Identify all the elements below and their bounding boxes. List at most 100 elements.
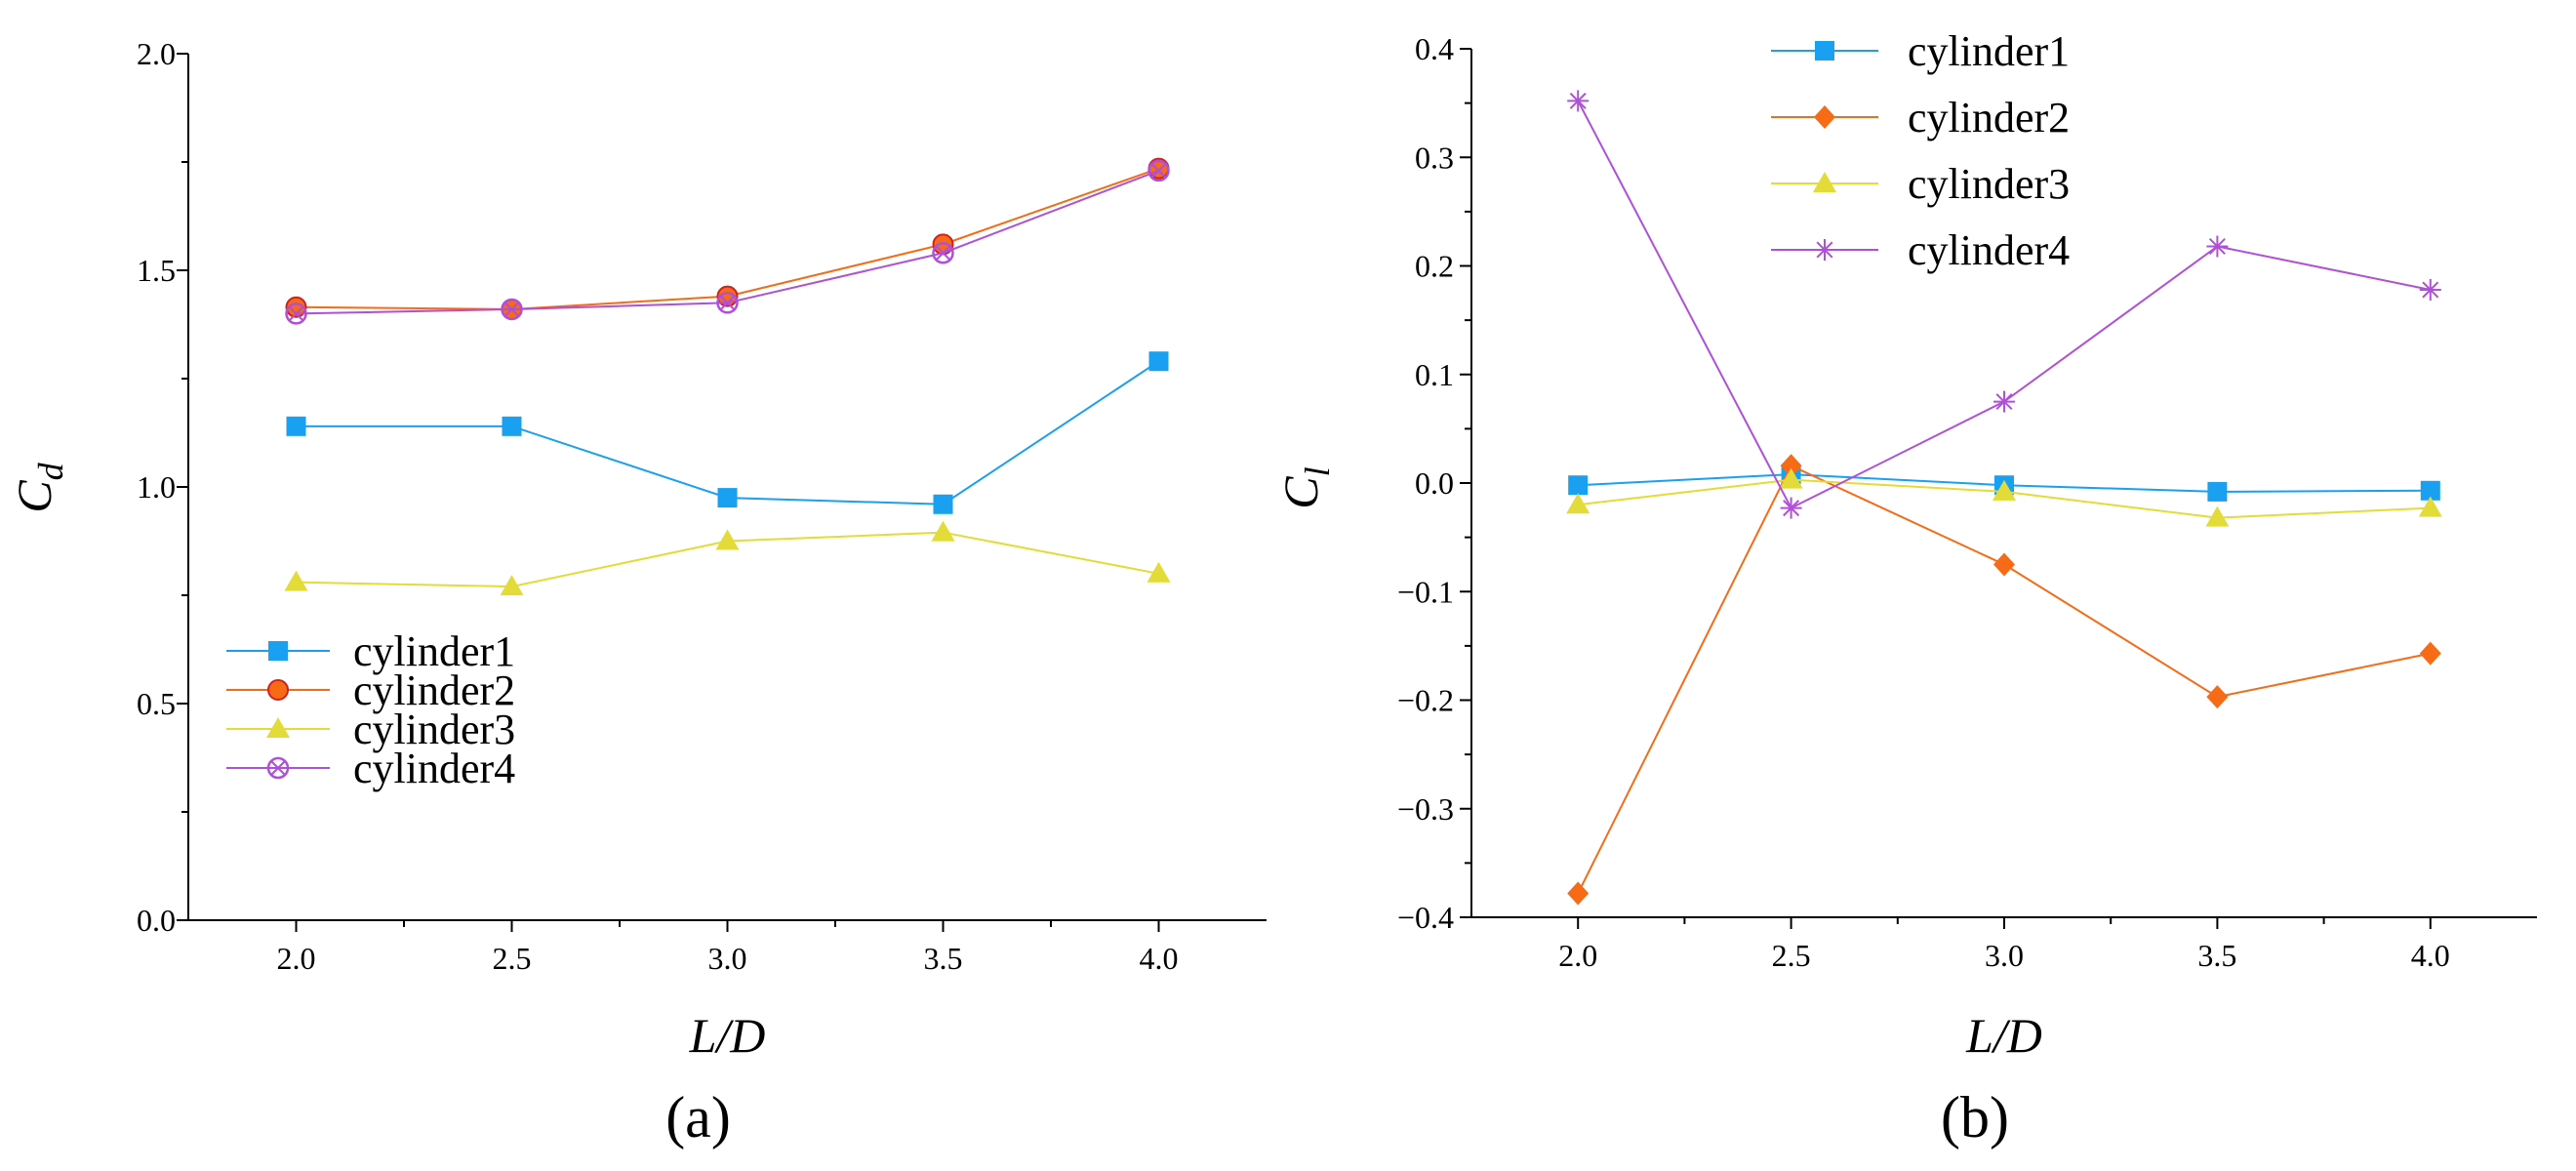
data-point-cylinder1 bbox=[933, 494, 953, 514]
data-point-cylinder4-arm bbox=[2422, 281, 2439, 299]
data-point-cylinder4-cross-b bbox=[288, 305, 304, 322]
x-tick-label: 2.5 bbox=[493, 941, 532, 976]
y-tick-label: 1.0 bbox=[137, 469, 176, 505]
y-tick-label: 0.3 bbox=[1415, 140, 1454, 175]
series-cylinder3 bbox=[284, 520, 1171, 596]
legend-marker-cylinder4-cross-b bbox=[270, 760, 286, 776]
y-axis-title: Cl bbox=[1273, 466, 1337, 508]
legend-marker-cylinder3 bbox=[1813, 172, 1836, 192]
y-tick-label: −0.4 bbox=[1397, 900, 1454, 935]
y-tick-label: −0.2 bbox=[1397, 683, 1454, 718]
legend-label-cylinder2: cylinder2 bbox=[353, 666, 515, 714]
legend: cylinder1 cylinder2 cylinder3 cylinder4 bbox=[1771, 27, 2070, 274]
series-cylinder4 bbox=[285, 159, 1170, 325]
data-point-cylinder3 bbox=[1779, 467, 1803, 489]
legend-marker-cylinder4 bbox=[1814, 239, 1835, 261]
data-point-cylinder4 bbox=[285, 303, 307, 325]
legend-label-cylinder4: cylinder4 bbox=[1908, 226, 2070, 274]
y-tick-label: 2.0 bbox=[137, 36, 176, 71]
series-cylinder1 bbox=[286, 351, 1169, 514]
data-point-cylinder3 bbox=[1992, 479, 2016, 501]
x-axis-title: L/D bbox=[689, 1008, 766, 1063]
series-cylinder3 bbox=[1566, 467, 2442, 527]
x-tick-label: 2.0 bbox=[277, 941, 316, 976]
data-point-cylinder4-ring bbox=[501, 298, 523, 321]
y-tick-label: 0.1 bbox=[1415, 357, 1454, 392]
data-point-cylinder1 bbox=[1568, 475, 1589, 496]
y-tick-label: −0.1 bbox=[1397, 574, 1454, 609]
x-tick-label: 3.0 bbox=[708, 941, 747, 976]
data-point-cylinder4-arm bbox=[2208, 237, 2226, 255]
x-tick-label: 4.0 bbox=[1140, 941, 1179, 976]
legend-marker-cylinder2 bbox=[267, 679, 289, 701]
data-point-cylinder4 bbox=[501, 298, 523, 321]
panel-label: (a) bbox=[665, 1085, 731, 1150]
x-tick-label: 3.5 bbox=[2197, 938, 2236, 973]
data-point-cylinder1 bbox=[1148, 351, 1169, 372]
data-point-cylinder1 bbox=[502, 416, 522, 436]
legend-item-cylinder4: cylinder4 bbox=[226, 745, 515, 792]
data-point-cylinder4 bbox=[1567, 90, 1590, 112]
data-point-cylinder4 bbox=[716, 292, 739, 314]
legend-label-cylinder3: cylinder3 bbox=[1908, 160, 2070, 208]
data-point-cylinder4 bbox=[1993, 390, 2015, 413]
x-tick-label: 4.0 bbox=[2411, 938, 2450, 973]
y-tick-label: 0.4 bbox=[1415, 31, 1454, 66]
series-line-cylinder2 bbox=[1577, 464, 2431, 894]
data-point-cylinder1 bbox=[717, 488, 738, 508]
legend-label-cylinder3: cylinder3 bbox=[353, 706, 515, 753]
y-axis-title-main: C bbox=[7, 480, 61, 513]
data-point-cylinder4-ring bbox=[932, 241, 954, 264]
panel-a: 0.0 0.5 1.0 1.5 2.0 2.0 2.5 3.0 3.5 4.0 L/D Cd cylin… bbox=[7, 36, 1267, 1150]
x-tick-label: 2.0 bbox=[1558, 938, 1597, 973]
data-point-cylinder4-arm bbox=[1569, 92, 1587, 109]
legend-marker-cylinder2 bbox=[1814, 105, 1835, 129]
series-line-cylinder1 bbox=[296, 360, 1160, 505]
y-axis-title: Cd bbox=[7, 462, 70, 512]
data-point-cylinder4-cross-b bbox=[503, 302, 520, 317]
y-tick-label: 0.5 bbox=[137, 686, 176, 721]
legend-marker-cylinder1 bbox=[1815, 41, 1834, 61]
legend-label-cylinder2: cylinder2 bbox=[1908, 94, 2070, 141]
data-point-cylinder4-ring bbox=[716, 292, 739, 314]
data-point-cylinder3 bbox=[1147, 561, 1171, 583]
data-point-cylinder3 bbox=[284, 570, 308, 591]
data-point-cylinder3 bbox=[500, 575, 524, 596]
data-point-cylinder4-ring bbox=[285, 303, 307, 325]
legend-item-cylinder3: cylinder3 bbox=[1771, 160, 2070, 208]
legend-marker-cylinder4 bbox=[266, 756, 290, 780]
data-point-cylinder4 bbox=[2419, 278, 2441, 301]
panel-label: (b) bbox=[1941, 1085, 2009, 1150]
data-point-cylinder4-arm bbox=[1783, 500, 1800, 517]
legend-marker-cylinder3 bbox=[266, 717, 290, 738]
legend-item-cylinder4: cylinder4 bbox=[1771, 226, 2070, 274]
legend-item-cylinder2: cylinder2 bbox=[1771, 94, 2070, 141]
data-point-cylinder2 bbox=[1567, 881, 1590, 906]
legend-label-cylinder4: cylinder4 bbox=[353, 745, 515, 792]
data-point-cylinder2 bbox=[1993, 552, 2015, 577]
data-point-cylinder4-ring bbox=[1147, 159, 1170, 182]
legend-label-cylinder1: cylinder1 bbox=[353, 627, 515, 675]
data-point-cylinder3 bbox=[715, 529, 740, 550]
series-cylinder4 bbox=[1567, 90, 2441, 519]
data-point-cylinder1 bbox=[286, 416, 306, 436]
data-point-cylinder4 bbox=[2206, 235, 2229, 258]
legend-marker-cylinder4-ring bbox=[266, 756, 290, 780]
data-point-cylinder3 bbox=[1566, 493, 1590, 514]
legend-item-cylinder1: cylinder1 bbox=[226, 627, 515, 675]
data-point-cylinder1 bbox=[2420, 480, 2440, 501]
data-point-cylinder2 bbox=[2419, 641, 2441, 666]
panel-b: −0.4 −0.3 −0.2 −0.1 0.0 0.1 0.2 0.3 0.4 2.0 2.5 3.0… bbox=[1273, 27, 2537, 1150]
data-point-cylinder4-cross-b bbox=[719, 295, 736, 311]
x-tick-label: 2.5 bbox=[1772, 938, 1811, 973]
y-axis-title-sub: d bbox=[31, 462, 70, 480]
data-point-cylinder3 bbox=[931, 520, 955, 542]
legend-label-cylinder1: cylinder1 bbox=[1908, 27, 2070, 75]
data-point-cylinder2 bbox=[285, 296, 307, 318]
y-tick-label: 0.0 bbox=[1415, 465, 1454, 501]
legend-item-cylinder2: cylinder2 bbox=[226, 666, 515, 714]
legend-marker-cylinder4-arm bbox=[1816, 241, 1833, 259]
x-tick-label: 3.5 bbox=[924, 941, 963, 976]
